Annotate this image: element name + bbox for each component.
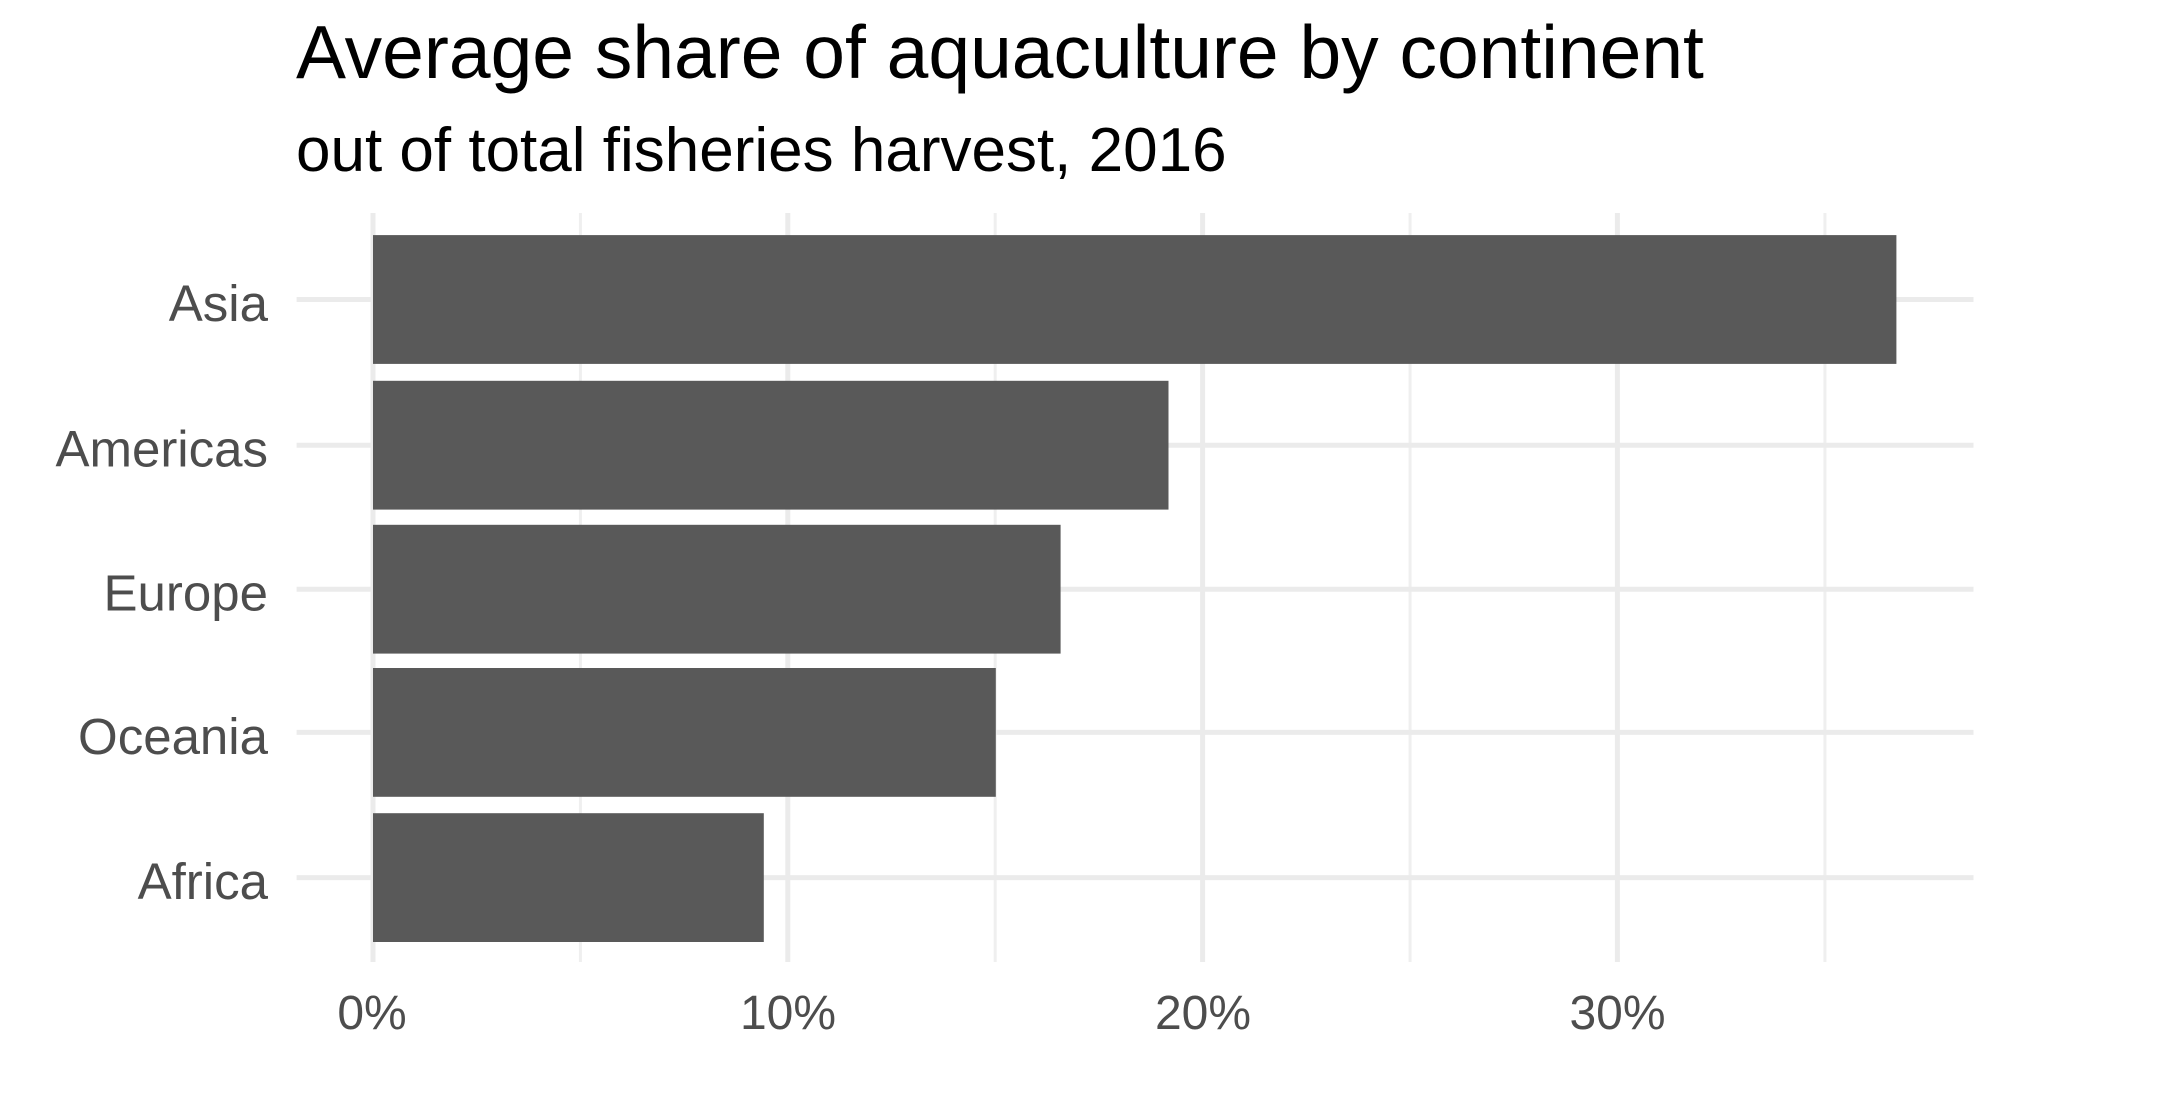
svg-text:Americas: Americas [55, 421, 268, 478]
svg-text:Average share of aquaculture b: Average share of aquaculture by continen… [296, 10, 1704, 94]
svg-text:Africa: Africa [138, 853, 269, 910]
svg-text:Europe: Europe [104, 565, 268, 622]
svg-text:out of total fisheries harvest: out of total fisheries harvest, 2016 [296, 116, 1227, 185]
svg-text:30%: 30% [1569, 987, 1665, 1040]
svg-text:Oceania: Oceania [78, 708, 269, 765]
svg-text:0%: 0% [337, 987, 406, 1040]
svg-text:20%: 20% [1155, 987, 1251, 1040]
svg-text:Asia: Asia [169, 275, 269, 332]
svg-text:10%: 10% [740, 987, 836, 1040]
